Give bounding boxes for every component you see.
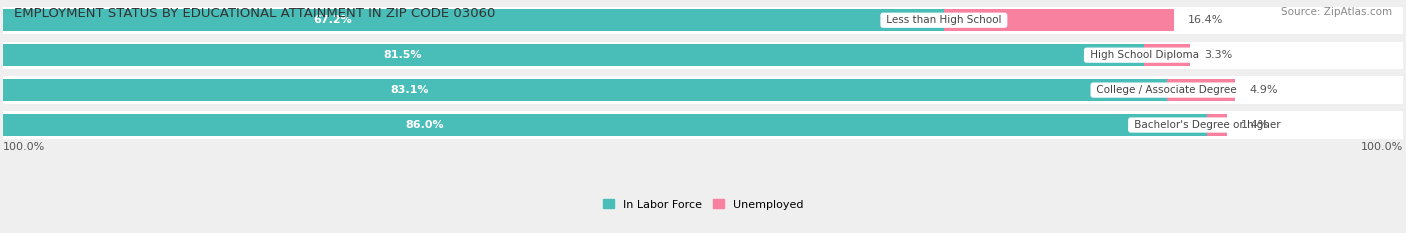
Bar xyxy=(3,9,943,31)
Text: 4.9%: 4.9% xyxy=(1249,85,1278,95)
Bar xyxy=(3,114,1208,136)
Bar xyxy=(3,76,1403,104)
Bar xyxy=(3,7,1403,34)
Bar xyxy=(1144,44,1191,66)
Text: Source: ZipAtlas.com: Source: ZipAtlas.com xyxy=(1281,7,1392,17)
Bar xyxy=(1167,79,1234,101)
Bar xyxy=(3,111,1403,139)
Text: 83.1%: 83.1% xyxy=(391,85,429,95)
Text: 1.4%: 1.4% xyxy=(1240,120,1270,130)
Text: 81.5%: 81.5% xyxy=(382,50,422,60)
Text: 100.0%: 100.0% xyxy=(1361,143,1403,152)
Text: 86.0%: 86.0% xyxy=(405,120,444,130)
Legend: In Labor Force, Unemployed: In Labor Force, Unemployed xyxy=(603,199,803,209)
Text: 100.0%: 100.0% xyxy=(3,143,45,152)
Text: EMPLOYMENT STATUS BY EDUCATIONAL ATTAINMENT IN ZIP CODE 03060: EMPLOYMENT STATUS BY EDUCATIONAL ATTAINM… xyxy=(14,7,495,20)
Text: Less than High School: Less than High School xyxy=(883,15,1005,25)
Text: 67.2%: 67.2% xyxy=(312,15,352,25)
Text: Bachelor's Degree or higher: Bachelor's Degree or higher xyxy=(1130,120,1284,130)
Bar xyxy=(3,79,1167,101)
Text: High School Diploma: High School Diploma xyxy=(1087,50,1202,60)
Text: College / Associate Degree: College / Associate Degree xyxy=(1092,85,1240,95)
Text: 16.4%: 16.4% xyxy=(1188,15,1223,25)
Bar xyxy=(943,9,1174,31)
Bar xyxy=(1208,114,1227,136)
Bar xyxy=(3,44,1144,66)
Bar xyxy=(3,41,1403,69)
Text: 3.3%: 3.3% xyxy=(1205,50,1233,60)
